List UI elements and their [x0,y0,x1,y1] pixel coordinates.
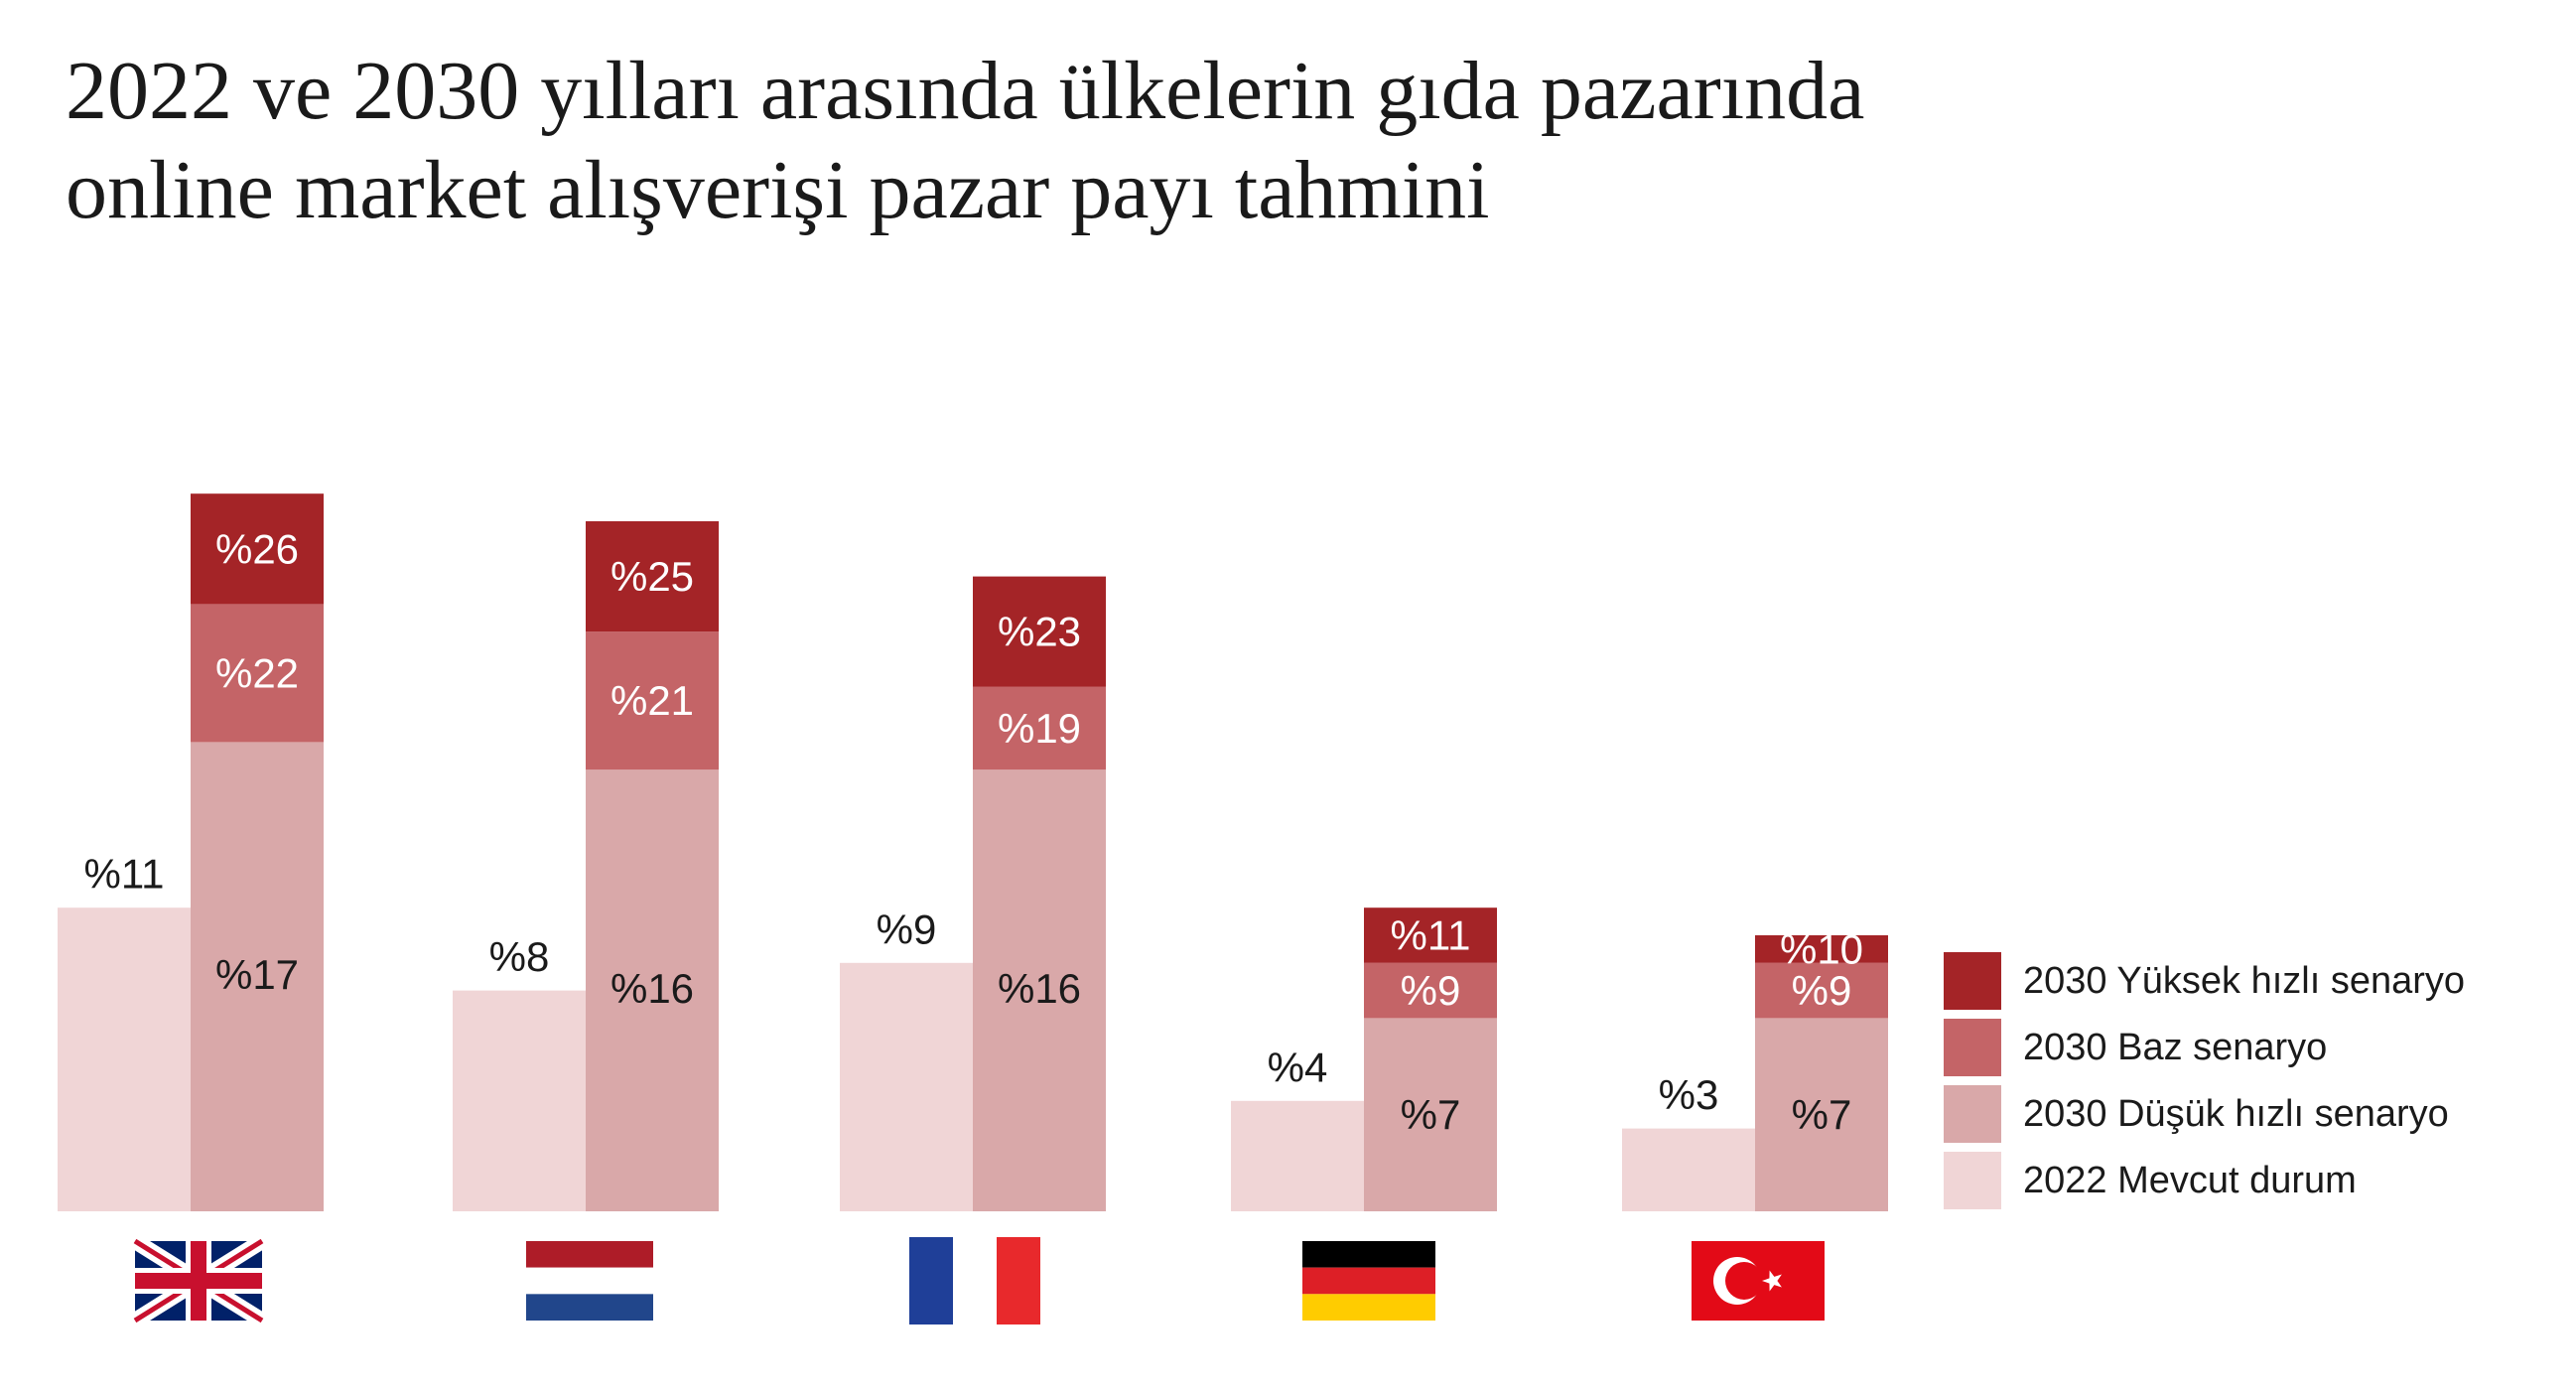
label-2030-base-united-kingdom: %22 [215,649,299,696]
label-2022-united-kingdom: %11 [84,851,165,898]
label-2022-germany: %4 [1268,1044,1328,1090]
chart-title: 2022 ve 2030 yılları arasında ülkelerin … [66,42,2349,240]
flags-layer [130,1234,1825,1327]
legend-label-2030-baz-senaryo: 2030 Baz senaryo [2023,1027,2327,1068]
label-2030-high-turkey: %10 [1780,925,1863,972]
legend-label-2030-yuksek-hizli-senaryo: 2030 Yüksek hızlı senaryo [2023,960,2465,1002]
bar-2022-united-kingdom [58,907,191,1211]
legend-swatch-2022-mevcut-durum [1944,1152,2001,1209]
bars-layer [58,493,1888,1211]
legend-swatch-2030-baz-senaryo [1944,1019,2001,1076]
label-2022-turkey: %3 [1659,1071,1719,1118]
legend-label-2022-mevcut-durum: 2022 Mevcut durum [2023,1160,2357,1201]
bar-2022-netherlands [453,990,586,1211]
label-2030-high-france: %23 [998,609,1081,655]
turkey-flag-icon [1692,1241,1825,1321]
france-flag-icon [909,1237,1040,1324]
bar-2022-germany [1231,1100,1364,1211]
bar-2030-low-netherlands [586,769,719,1211]
bar-2030-high-netherlands [586,521,719,632]
bar-2030-base-turkey [1755,962,1888,1019]
label-2022-netherlands: %8 [489,933,550,980]
label-2030-high-germany: %11 [1391,912,1471,959]
bar-2030-low-turkey [1755,1018,1888,1211]
uk-flag-icon [130,1234,267,1327]
label-2030-base-turkey: %9 [1792,967,1852,1014]
bar-2030-base-germany [1364,962,1497,1019]
bar-2030-base-united-kingdom [191,604,324,743]
label-2030-low-netherlands: %16 [610,965,694,1012]
label-2030-low-germany: %7 [1401,1091,1461,1138]
labels-layer: %11 %17 %22 %26 %8 %16 %21 %25 %9 %16 %19 %23 %4 %7 %9… [84,525,1864,1138]
label-2022-france: %9 [877,906,937,952]
legend-swatch-2030-dusuk-hizli-senaryo [1944,1085,2001,1143]
label-2030-low-united-kingdom: %17 [215,951,299,998]
bar-2030-low-united-kingdom [191,742,324,1211]
bar-2030-high-germany [1364,907,1497,963]
bar-2022-turkey [1622,1128,1755,1211]
label-2030-high-netherlands: %25 [610,553,694,600]
legend-label-2030-dusuk-hizli-senaryo: 2030 Düşük hızlı senaryo [2023,1093,2449,1135]
netherlands-flag-icon [526,1241,653,1321]
chart-title-line-2: online market alışverişi pazar payı tahm… [66,144,1490,236]
chart-title-line-1: 2022 ve 2030 yılları arasında ülkelerin … [66,45,1865,137]
bar-2022-france [840,962,973,1211]
legend-swatch-2030-yuksek-hizli-senaryo [1944,952,2001,1010]
germany-flag-icon [1302,1241,1435,1321]
label-2030-base-france: %19 [998,705,1081,752]
bar-2030-high-france [973,576,1106,687]
label-2030-low-france: %16 [998,965,1081,1012]
legend: 2030 Yüksek hızlı senaryo 2030 Baz senary… [1944,952,2465,1209]
bar-2030-low-france [973,769,1106,1211]
label-2030-base-germany: %9 [1401,967,1461,1014]
bar-2030-low-germany [1364,1018,1497,1211]
bar-2030-high-united-kingdom [191,493,324,605]
label-2030-base-netherlands: %21 [610,677,694,724]
bar-2030-base-france [973,686,1106,770]
label-2030-high-united-kingdom: %26 [215,525,299,572]
label-2030-low-turkey: %7 [1792,1091,1852,1138]
bar-2030-base-netherlands [586,631,719,770]
bar-2030-high-turkey [1755,935,1888,963]
